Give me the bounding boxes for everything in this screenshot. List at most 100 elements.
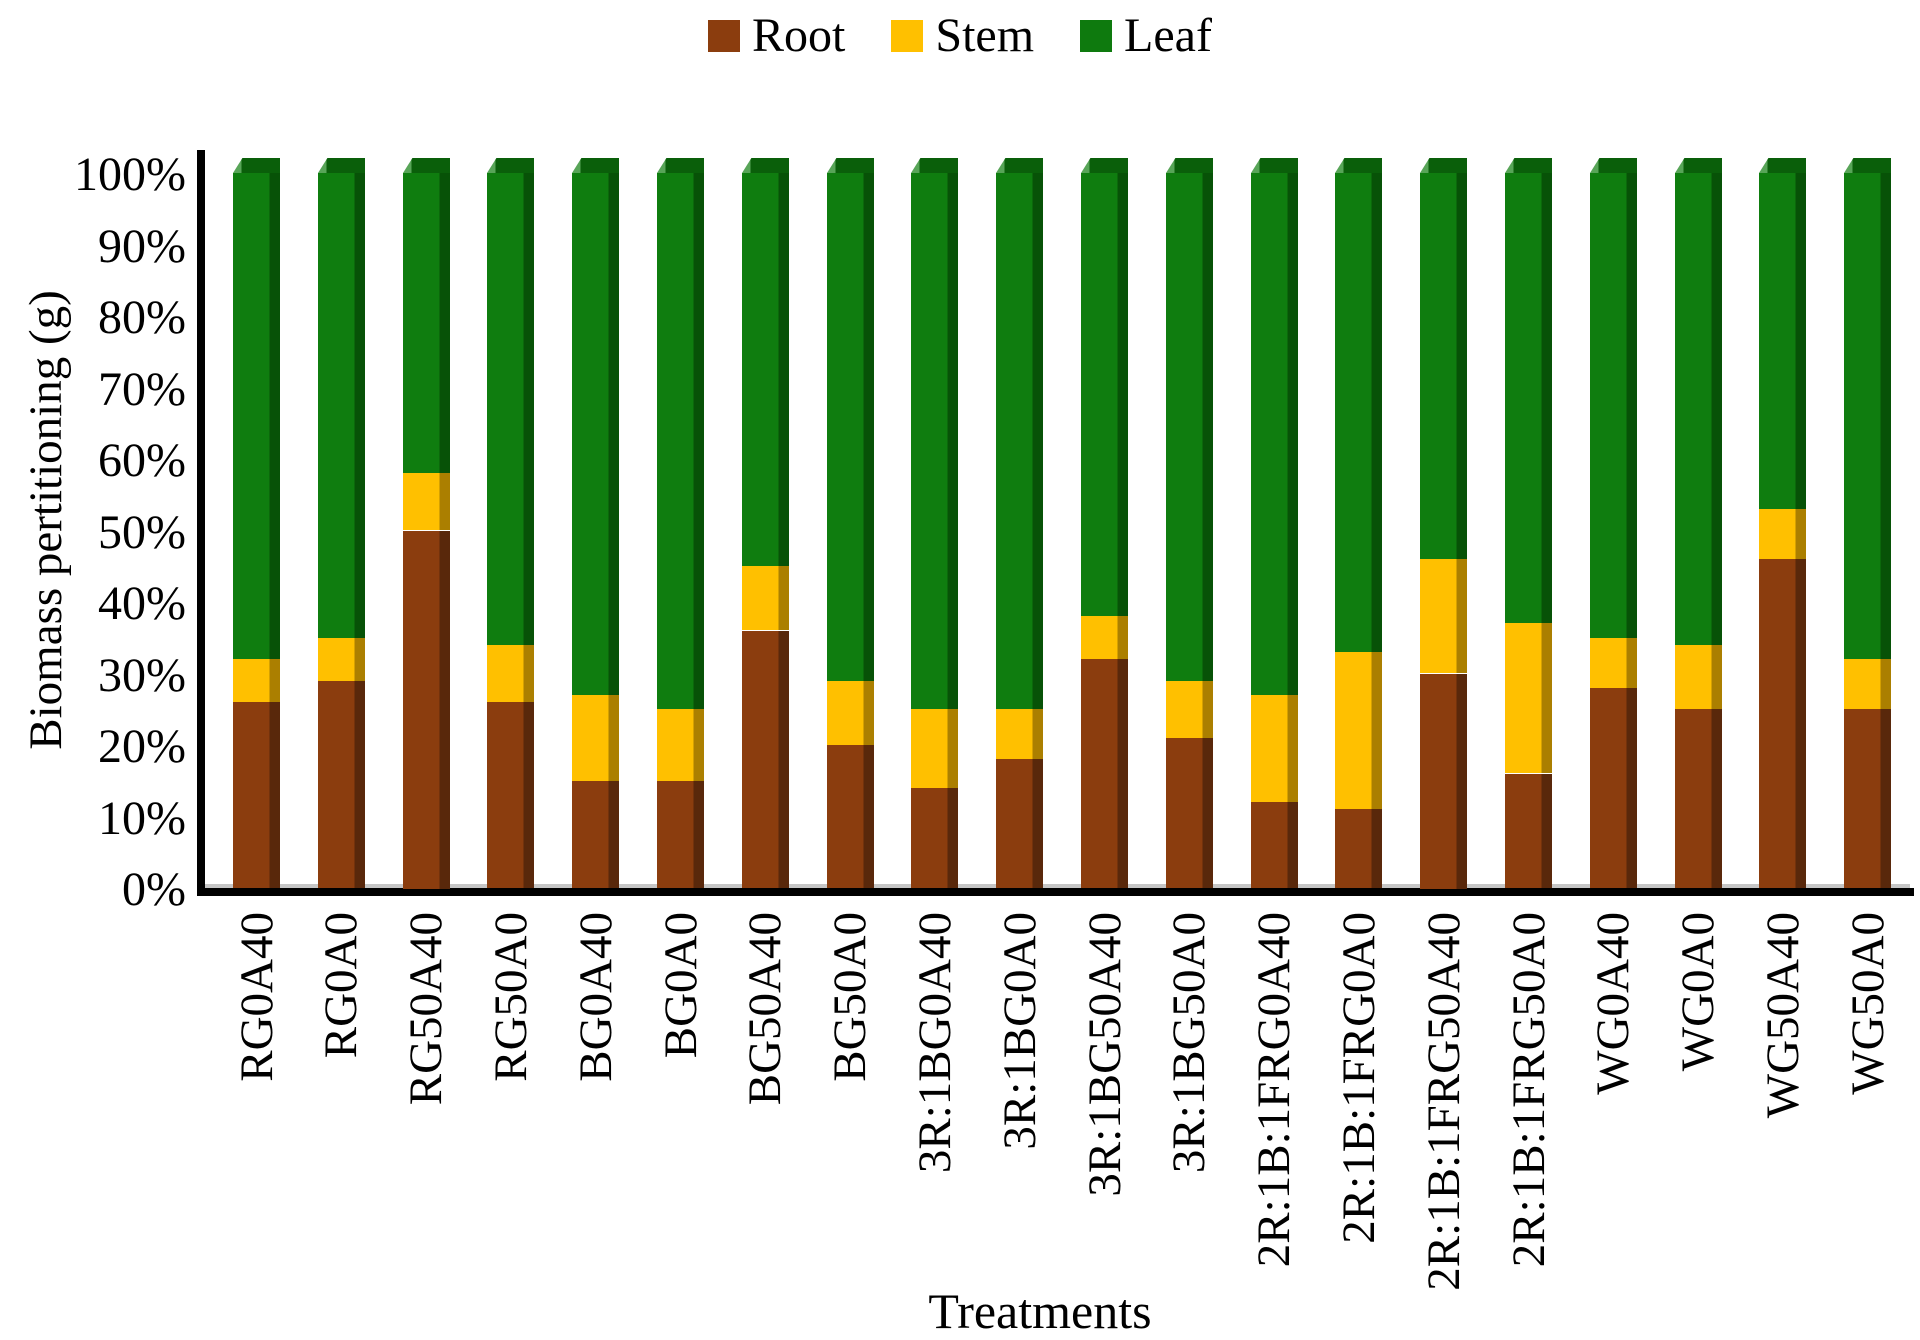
bar-top-cap bbox=[1251, 158, 1298, 173]
bar-segment-root bbox=[657, 781, 704, 888]
bar-top-cap bbox=[827, 158, 874, 173]
bar-segment-root bbox=[1759, 559, 1806, 888]
bar-segment-leaf bbox=[657, 173, 704, 709]
x-tick-label-rg50a0: RG50A0 bbox=[485, 912, 537, 1082]
x-tick-label-bg0a0: BG0A0 bbox=[655, 912, 707, 1059]
bar-segment-leaf bbox=[403, 173, 450, 473]
bar-segment-leaf bbox=[1505, 173, 1552, 623]
bar-top-cap bbox=[1335, 158, 1382, 173]
legend-label: Root bbox=[752, 9, 846, 62]
y-tick-label: 20% bbox=[98, 720, 186, 773]
bar-segment-leaf bbox=[1675, 173, 1722, 645]
bar-segment-leaf bbox=[827, 173, 874, 681]
bar-segment-root bbox=[1335, 809, 1382, 888]
x-tick-label-3r-1bg0a0: 3R:1BG0A0 bbox=[994, 912, 1046, 1150]
bar-segment-root bbox=[1505, 774, 1552, 888]
bar-segment-root bbox=[1166, 738, 1213, 888]
bar-segment-stem bbox=[1166, 681, 1213, 738]
x-tick-label-bg0a40: BG0A40 bbox=[570, 912, 622, 1082]
bar-segment-leaf bbox=[911, 173, 958, 709]
bar-top-cap bbox=[1166, 158, 1213, 173]
bar-top-cap bbox=[1844, 158, 1891, 173]
legend-item-leaf: Leaf bbox=[1080, 10, 1212, 62]
bar-segment-stem bbox=[1335, 652, 1382, 809]
bar-top-cap bbox=[487, 158, 534, 173]
bar-segment-leaf bbox=[1251, 173, 1298, 695]
legend-swatch-stem bbox=[891, 20, 924, 52]
y-tick-label: 40% bbox=[98, 577, 186, 630]
x-axis-line bbox=[197, 888, 1914, 896]
bar-top-cap bbox=[233, 158, 280, 173]
x-tick-label-2r-1b-1frg0a0: 2R:1B:1FRG0A0 bbox=[1333, 912, 1385, 1244]
bar-segment-stem bbox=[742, 566, 789, 630]
bar-segment-root bbox=[996, 759, 1043, 888]
bar-segment-leaf bbox=[233, 173, 280, 659]
bar-segment-root bbox=[1420, 674, 1467, 889]
x-tick-label-2r-1b-1frg50a0: 2R:1B:1FRG50A0 bbox=[1503, 912, 1555, 1268]
bar-segment-stem bbox=[911, 709, 958, 788]
bar-segment-root bbox=[233, 702, 280, 888]
bar-segment-leaf bbox=[318, 173, 365, 638]
legend-label: Leaf bbox=[1124, 9, 1212, 62]
bar-segment-stem bbox=[1675, 645, 1722, 709]
bar-top-cap bbox=[318, 158, 365, 173]
bar-segment-leaf bbox=[742, 173, 789, 566]
bar-top-cap bbox=[1759, 158, 1806, 173]
bar-top-cap bbox=[572, 158, 619, 173]
bar-segment-root bbox=[1081, 659, 1128, 888]
y-tick-label: 90% bbox=[98, 220, 186, 273]
x-tick-label-bg50a0: BG50A0 bbox=[824, 912, 876, 1082]
bar-segment-stem bbox=[487, 645, 534, 702]
bar-segment-leaf bbox=[487, 173, 534, 645]
x-tick-label-rg50a40: RG50A40 bbox=[400, 912, 452, 1106]
bar-top-cap bbox=[1675, 158, 1722, 173]
x-tick-label-2r-1b-1frg50a40: 2R:1B:1FRG50A40 bbox=[1418, 912, 1470, 1291]
bar-segment-leaf bbox=[996, 173, 1043, 709]
bar-segment-stem bbox=[1505, 623, 1552, 773]
bar-segment-stem bbox=[318, 638, 365, 681]
bar-top-cap bbox=[996, 158, 1043, 173]
bar-top-cap bbox=[657, 158, 704, 173]
bar-segment-stem bbox=[1420, 559, 1467, 673]
bar-segment-root bbox=[403, 531, 450, 889]
bar-segment-leaf bbox=[572, 173, 619, 695]
bar-segment-stem bbox=[572, 695, 619, 781]
y-axis-line bbox=[197, 150, 205, 896]
bar-top-cap bbox=[911, 158, 958, 173]
bar-segment-root bbox=[827, 745, 874, 888]
bar-top-cap bbox=[1590, 158, 1637, 173]
bar-top-cap bbox=[742, 158, 789, 173]
bar-segment-stem bbox=[1251, 695, 1298, 802]
bar-segment-stem bbox=[827, 681, 874, 745]
bar-segment-leaf bbox=[1166, 173, 1213, 681]
bar-segment-leaf bbox=[1081, 173, 1128, 616]
bar-segment-leaf bbox=[1420, 173, 1467, 559]
bar-segment-stem bbox=[657, 709, 704, 781]
bar-segment-root bbox=[742, 631, 789, 888]
legend-item-root: Root bbox=[708, 10, 845, 62]
x-tick-label-wg50a0: WG50A0 bbox=[1842, 912, 1894, 1095]
bar-top-cap bbox=[1081, 158, 1128, 173]
bar-segment-leaf bbox=[1590, 173, 1637, 638]
bar-segment-leaf bbox=[1844, 173, 1891, 659]
x-tick-label-wg0a40: WG0A40 bbox=[1587, 912, 1639, 1095]
bar-segment-stem bbox=[1759, 509, 1806, 559]
bar-segment-stem bbox=[233, 659, 280, 702]
y-tick-label: 0% bbox=[122, 863, 186, 916]
y-tick-label: 70% bbox=[98, 363, 186, 416]
bar-segment-stem bbox=[996, 709, 1043, 759]
x-tick-label-3r-1bg50a0: 3R:1BG50A0 bbox=[1163, 912, 1215, 1174]
y-tick-label: 100% bbox=[74, 148, 186, 201]
x-tick-label-3r-1bg0a40: 3R:1BG0A40 bbox=[909, 912, 961, 1174]
x-tick-label-bg50a40: BG50A40 bbox=[739, 912, 791, 1106]
bar-segment-root bbox=[1675, 709, 1722, 888]
bar-segment-stem bbox=[1844, 659, 1891, 709]
bar-top-cap bbox=[403, 158, 450, 173]
plot-floor-line bbox=[205, 884, 1910, 888]
bar-segment-root bbox=[911, 788, 958, 888]
x-tick-label-3r-1bg50a40: 3R:1BG50A40 bbox=[1079, 912, 1131, 1197]
bar-segment-root bbox=[318, 681, 365, 888]
y-tick-label: 30% bbox=[98, 649, 186, 702]
bar-segment-root bbox=[1251, 802, 1298, 888]
